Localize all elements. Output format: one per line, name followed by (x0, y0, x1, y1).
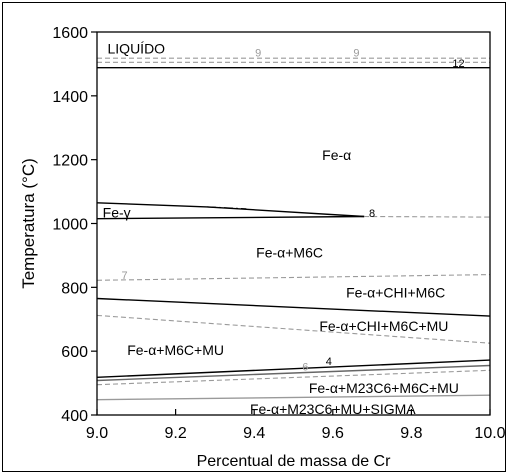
line-number-label: 6 (302, 362, 308, 374)
y-axis-label: Temperatura (°C) (19, 158, 38, 289)
phase-boundary (364, 215, 491, 218)
y-tick-label: 400 (61, 408, 88, 425)
region-label: Fe-α+CHI+M6C+MU (319, 318, 448, 334)
y-tick-label: 1200 (52, 153, 88, 170)
region-labels: LIQUÍDO Fe-α Fe-γ Fe-α+M6C Fe-α+CHI+M6C Fe-α+… (103, 40, 465, 417)
line-number-label: 7 (121, 270, 127, 282)
region-label: Fe-α (322, 147, 351, 163)
y-tick-label: 800 (61, 280, 88, 297)
phase-boundary (96, 215, 365, 220)
x-axis-label: Percentual de massa de Cr (197, 453, 392, 470)
axis-ticks: 9.0 9.2 9.4 9.6 9.8 10.0 400 600 800 1000 1200 1400… (52, 25, 505, 442)
figure-frame (2, 2, 506, 472)
x-tick-label: 9.2 (164, 425, 186, 442)
y-tick-label: 1400 (52, 89, 88, 106)
line-number-label: 9 (353, 47, 359, 59)
line-number-label: 9 (255, 47, 261, 59)
x-tick-label: 10.0 (474, 425, 505, 442)
phase-boundary (96, 274, 491, 281)
phase-boundary (206, 206, 247, 210)
line-number-label: 8 (369, 208, 375, 220)
region-label: Fe-α+M23C6+M6C+MU (309, 380, 459, 396)
line-number-label: 12 (452, 58, 464, 70)
line-number-label: 4 (326, 356, 332, 368)
x-tick-label: 9.8 (400, 425, 422, 442)
y-tick-label: 1000 (52, 217, 88, 234)
region-label: Fe-α+CHI+M6C (346, 284, 445, 300)
region-label: Fe-α+M6C (256, 245, 323, 261)
phase-boundary (96, 359, 491, 378)
phase-boundary (96, 314, 491, 344)
region-label: Fe-α+M6C+MU (127, 342, 224, 358)
region-label: Fe-α+M23C6+MU+SIGMA (250, 401, 416, 417)
phase-boundary (96, 202, 365, 218)
y-tick-label: 1600 (52, 25, 88, 42)
y-tick-label: 600 (61, 344, 88, 361)
region-label: Fe-γ (103, 205, 131, 221)
x-tick-label: 9.6 (322, 425, 344, 442)
x-tick-label: 9.0 (86, 425, 108, 442)
x-tick-label: 9.4 (243, 425, 265, 442)
phase-boundary (96, 369, 491, 386)
phase-boundary (96, 297, 491, 317)
phase-boundary-lines (96, 57, 491, 401)
phase-boundary (96, 394, 491, 401)
phase-boundary (96, 364, 491, 382)
region-label: LIQUÍDO (108, 40, 166, 56)
